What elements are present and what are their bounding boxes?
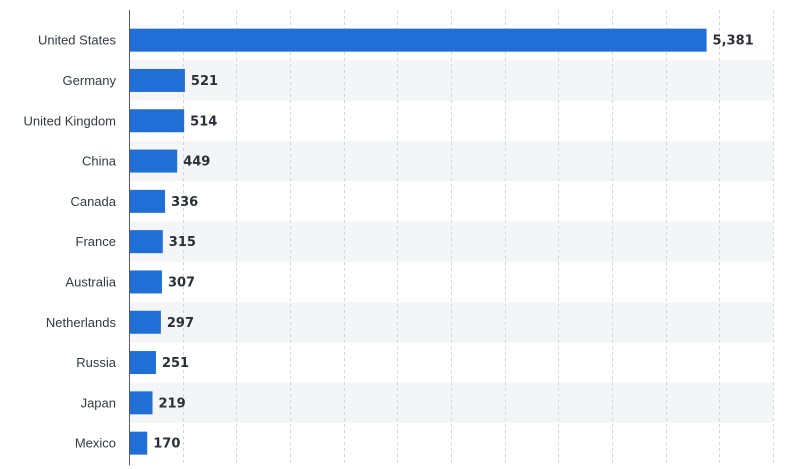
category-label: United Kingdom bbox=[24, 113, 117, 128]
category-label: China bbox=[82, 154, 117, 169]
bar-japan[interactable] bbox=[129, 391, 153, 415]
category-label: Japan bbox=[81, 395, 116, 410]
bar-netherlands[interactable] bbox=[129, 310, 161, 334]
bar-australia[interactable] bbox=[129, 270, 162, 294]
bar-united-kingdom[interactable] bbox=[129, 109, 185, 133]
category-label: Germany bbox=[63, 73, 117, 88]
value-label: 170 bbox=[153, 437, 180, 452]
value-label: 315 bbox=[169, 235, 196, 250]
value-label: 297 bbox=[167, 316, 194, 331]
value-label: 514 bbox=[190, 114, 217, 129]
bar-russia[interactable] bbox=[129, 351, 156, 375]
category-label: Mexico bbox=[75, 436, 116, 451]
category-label: France bbox=[76, 234, 116, 249]
value-label: 336 bbox=[171, 195, 198, 210]
category-labels: United States Germany United Kingdom China C… bbox=[24, 33, 117, 451]
category-label: Netherlands bbox=[46, 315, 117, 330]
bars bbox=[129, 28, 707, 455]
value-label: 251 bbox=[162, 356, 189, 371]
bar-mexico[interactable] bbox=[129, 431, 148, 455]
bar-united-states[interactable] bbox=[129, 28, 707, 52]
category-label: United States bbox=[38, 33, 117, 48]
bar-china[interactable] bbox=[129, 149, 178, 173]
value-labels: 5,381 521 514 449 336 315 307 297 251 219 170 bbox=[153, 34, 753, 452]
row-band bbox=[129, 60, 773, 101]
value-label: 521 bbox=[191, 74, 218, 89]
bar-canada[interactable] bbox=[129, 189, 166, 213]
value-label: 449 bbox=[183, 155, 210, 170]
value-label: 307 bbox=[168, 275, 195, 290]
gridlines bbox=[183, 10, 774, 466]
value-label: 5,381 bbox=[713, 34, 754, 49]
value-label: 219 bbox=[159, 396, 186, 411]
category-label: Australia bbox=[65, 274, 116, 289]
category-label: Russia bbox=[76, 355, 117, 370]
bar-france[interactable] bbox=[129, 230, 163, 254]
category-label: Canada bbox=[70, 194, 116, 209]
bar-germany[interactable] bbox=[129, 68, 185, 92]
